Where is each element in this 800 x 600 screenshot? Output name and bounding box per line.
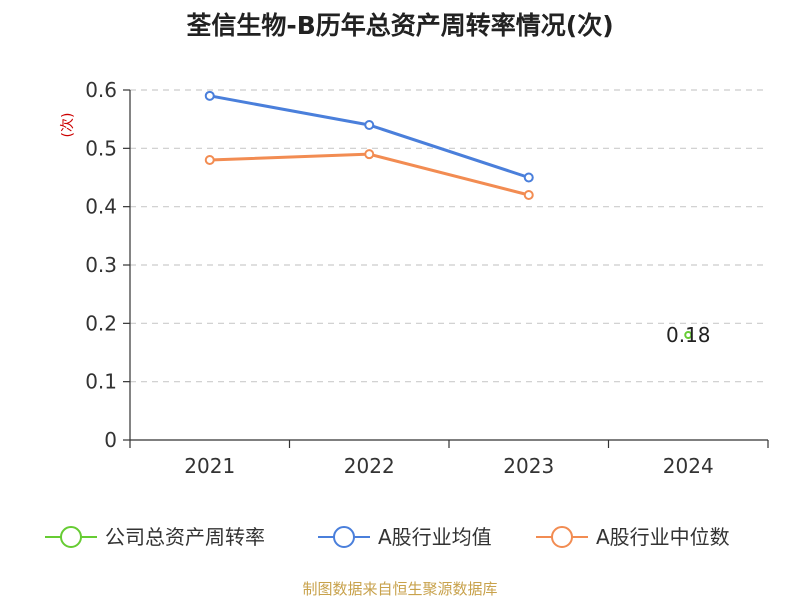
legend-label: 公司总资产周转率 (105, 525, 265, 549)
data-point (364, 149, 375, 160)
data-point (523, 190, 534, 200)
y-tick-label: 0.5 (85, 136, 117, 160)
y-tick-label: 0.3 (85, 253, 117, 277)
legend: 公司总资产周转率 A股行业均值 A股行业中位数 (45, 525, 730, 549)
grid-lines (130, 89, 768, 383)
y-tick-label: 0.1 (85, 370, 117, 394)
legend-label: A股行业均值 (378, 525, 492, 549)
chart-title: 荃信生物-B历年总资产周转率情况(次) (186, 11, 614, 40)
data-source-credit: 制图数据来自恒生聚源数据库 (302, 580, 498, 598)
data-label: 0.18 (666, 323, 711, 347)
y-tick-label: 0 (104, 428, 117, 452)
x-tick-label: 2024 (663, 454, 714, 478)
axes: 0 0.1 0.2 0.3 0.4 0.5 0.6 2021 2022 2023 2024 (次) (60, 78, 769, 478)
legend-marker (333, 526, 355, 548)
data-point (364, 120, 375, 130)
data-point (523, 172, 534, 183)
y-axis-label: (次) (60, 113, 76, 138)
x-tick-label: 2021 (184, 454, 235, 478)
legend-label: A股行业中位数 (596, 525, 730, 549)
y-tick-label: 0.2 (85, 311, 117, 335)
x-tick-label: 2023 (503, 454, 554, 478)
series-lines: 0.18 (204, 90, 711, 347)
y-tick-label: 0.6 (85, 78, 117, 102)
data-point (204, 155, 215, 165)
y-tick-label: 0.4 (85, 195, 117, 219)
series-line (209, 94, 530, 179)
legend-marker (60, 526, 82, 548)
data-point (204, 90, 215, 101)
legend-marker (551, 526, 573, 548)
x-tick-label: 2022 (344, 454, 395, 478)
data-point (684, 331, 693, 339)
